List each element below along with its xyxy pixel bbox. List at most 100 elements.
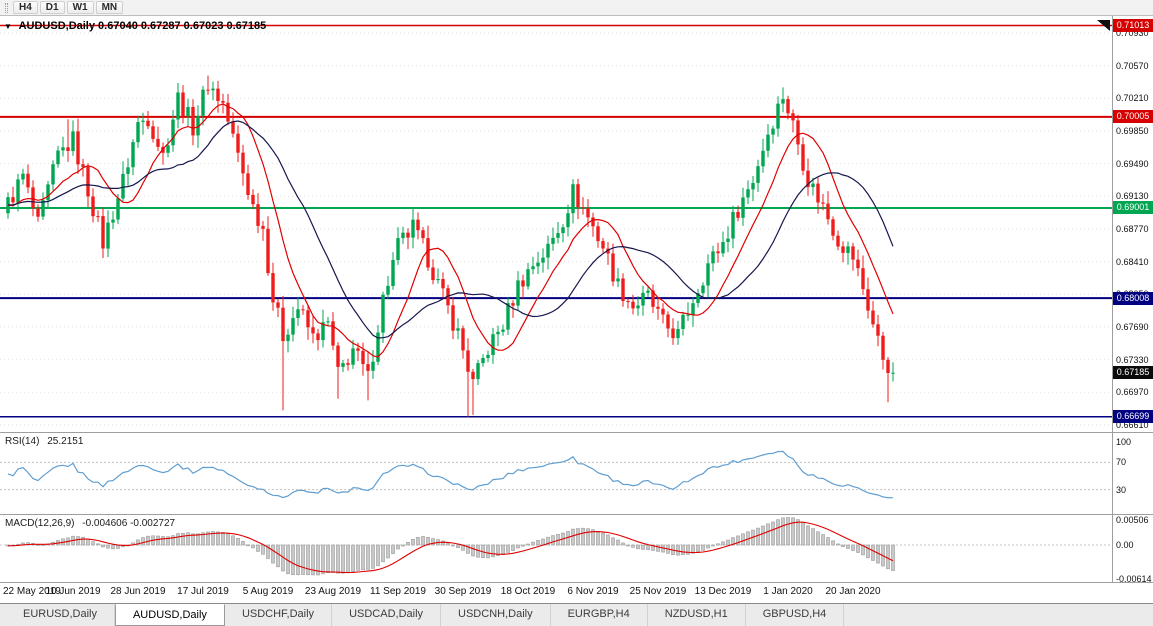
macd-histogram-bar <box>541 538 545 546</box>
macd-histogram-bar <box>856 544 860 553</box>
macd-histogram-bar <box>231 535 235 546</box>
current-price-badge: 0.67185 <box>1113 366 1153 379</box>
date-label: 20 Jan 2020 <box>825 586 881 597</box>
panel-separator[interactable] <box>0 432 1153 433</box>
macd-histogram-bar <box>886 544 890 570</box>
candle-body <box>461 328 465 351</box>
tab-eurusd-daily[interactable]: EURUSD,Daily <box>6 604 115 626</box>
candle-body <box>391 260 395 286</box>
macd-histogram-bar <box>841 544 845 547</box>
price-line-badge: 0.71013 <box>1113 19 1153 32</box>
candle-body <box>371 361 375 371</box>
candle-body <box>251 194 255 205</box>
macd-histogram-bar <box>711 544 715 547</box>
candle-body <box>191 107 195 136</box>
scale-divider <box>1112 16 1113 582</box>
candle-body <box>321 322 325 341</box>
macd-histogram-bar <box>446 542 450 546</box>
macd-histogram-bar <box>576 528 580 546</box>
macd-histogram-bar <box>136 539 140 546</box>
macd-histogram-bar <box>216 531 220 546</box>
rsi-panel[interactable] <box>0 433 1112 514</box>
price-scale[interactable]: 0.70930 0.70570 0.70210 0.69850 0.69490 0.691… <box>1113 16 1153 432</box>
candle-body <box>196 115 200 136</box>
macd-histogram-bar <box>466 544 470 554</box>
macd-histogram-bar <box>81 536 85 546</box>
rsi-scale[interactable]: 100 70 30 <box>1113 433 1153 514</box>
candle-body <box>171 119 175 146</box>
macd-histogram-bar <box>186 532 190 546</box>
candle-body <box>106 222 110 249</box>
macd-histogram-bar <box>641 544 645 550</box>
candle-body <box>176 92 180 120</box>
candle-body <box>431 267 435 281</box>
macd-histogram-bar <box>806 525 810 546</box>
price-line-badge: 0.68008 <box>1113 292 1153 305</box>
macd-name: MACD(12,26,9) <box>5 518 75 529</box>
macd-scale[interactable]: 0.00506 0.00 -0.00614 <box>1113 515 1153 584</box>
timeframe-button-h4[interactable]: H4 <box>13 1 38 14</box>
candle-body <box>141 120 145 122</box>
macd-histogram-bar <box>141 537 145 546</box>
candle-body <box>311 327 315 334</box>
macd-histogram-bar <box>516 544 520 549</box>
candle-body <box>366 364 370 371</box>
macd-histogram-bar <box>356 544 360 571</box>
tab-usdcad-daily[interactable]: USDCAD,Daily <box>332 604 442 626</box>
macd-histogram-bar <box>406 541 410 546</box>
candle-body <box>811 183 815 188</box>
candle-body <box>546 243 550 258</box>
macd-histogram-bar <box>621 542 625 546</box>
rsi-canvas[interactable] <box>0 433 1112 514</box>
macd-histogram-bar <box>526 543 530 546</box>
tab-usdchf-daily[interactable]: USDCHF,Daily <box>224 604 333 626</box>
candle-body <box>341 363 345 367</box>
macd-histogram-bar <box>771 521 775 546</box>
candle-body <box>736 211 740 218</box>
candle-body <box>376 332 380 362</box>
candle-body <box>156 138 160 147</box>
candle-body <box>641 292 645 306</box>
macd-histogram-bar <box>736 535 740 546</box>
macd-panel[interactable] <box>0 515 1112 582</box>
tab-usdcnh-daily[interactable]: USDCNH,Daily <box>441 604 551 626</box>
macd-histogram-bar <box>301 544 305 575</box>
panel-separator[interactable] <box>0 514 1153 515</box>
macd-histogram-bar <box>756 527 760 546</box>
macd-histogram-bar <box>501 544 505 555</box>
macd-histogram-bar <box>706 544 710 549</box>
timeframe-button-mn[interactable]: MN <box>95 1 124 14</box>
tab-audusd-daily[interactable]: AUDUSD,Daily <box>114 604 225 626</box>
tab-gbpusd-h4[interactable]: GBPUSD,H4 <box>745 604 845 626</box>
toolbar-grip-icon[interactable] <box>5 2 8 13</box>
candle-body <box>756 166 760 183</box>
macd-histogram-bar <box>91 541 95 546</box>
macd-histogram-bar <box>891 544 895 571</box>
candle-body <box>51 164 55 185</box>
macd-histogram-bar <box>311 544 315 576</box>
candle-body <box>891 372 895 374</box>
candle-body <box>851 246 855 260</box>
timeframe-button-w1[interactable]: W1 <box>66 1 94 14</box>
rsi-label: RSI(14) 25.2151 <box>5 436 88 447</box>
price-chart-panel[interactable] <box>0 16 1112 432</box>
candle-body <box>486 354 490 358</box>
date-axis[interactable]: 22 May 2019 10 Jun 2019 28 Jun 2019 17 Jul … <box>0 583 1153 603</box>
tab-eurgbp-h4[interactable]: EURGBP,H4 <box>550 604 648 626</box>
price-line-badge: 0.69001 <box>1113 201 1153 214</box>
candle-body <box>866 289 870 311</box>
candle-body <box>356 348 360 351</box>
candle-body <box>846 246 850 253</box>
chart-dropdown-arrow-icon[interactable]: ▼ <box>4 22 12 31</box>
price-chart-canvas[interactable] <box>0 16 1112 432</box>
tab-nzdusd-h1[interactable]: NZDUSD,H1 <box>647 604 746 626</box>
macd-histogram-bar <box>431 538 435 546</box>
candle-body <box>286 334 290 342</box>
candle-body <box>591 217 595 227</box>
macd-histogram-bar <box>206 531 210 546</box>
macd-canvas[interactable] <box>0 515 1112 582</box>
timeframe-button-d1[interactable]: D1 <box>39 1 65 14</box>
candle-body <box>446 288 450 306</box>
candle-body <box>576 184 580 208</box>
macd-histogram-bar <box>696 544 700 553</box>
